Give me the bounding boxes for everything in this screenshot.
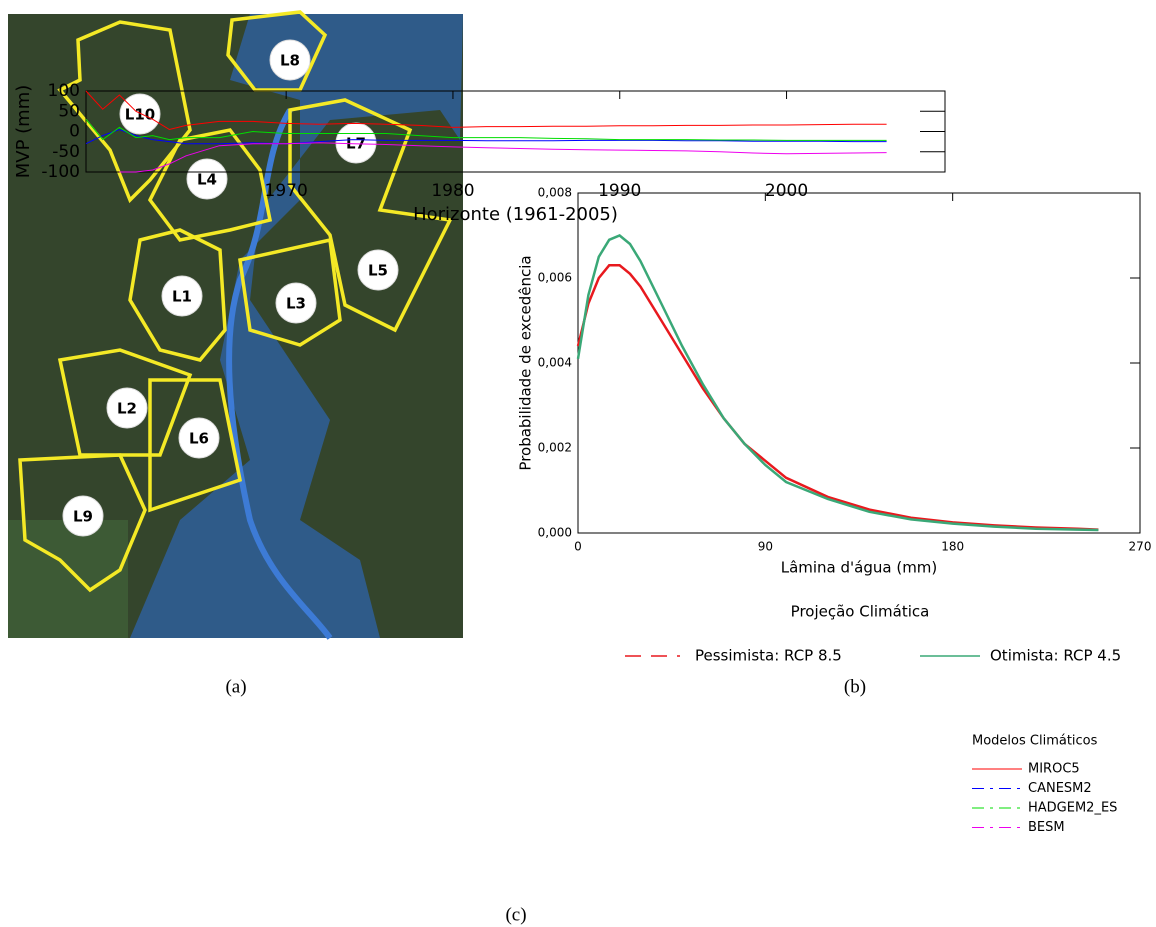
y-tick-label: 0,002 bbox=[538, 441, 572, 455]
caption: (a) bbox=[225, 676, 246, 697]
x-tick-label: 1970 bbox=[265, 181, 308, 201]
caption: (c) bbox=[505, 904, 526, 925]
y-axis-label: Probabilidade de excedência bbox=[517, 255, 535, 470]
zone-label: L3 bbox=[286, 295, 306, 313]
zone-marker bbox=[161, 275, 203, 317]
y-axis-label: MVP (mm) bbox=[13, 85, 34, 179]
x-tick-label: 180 bbox=[941, 540, 964, 554]
x-tick-label: 90 bbox=[758, 540, 773, 554]
x-axis-label: Horizonte (1961-2005) bbox=[413, 204, 618, 225]
y-tick-label: 100 bbox=[48, 81, 80, 101]
legend-label: Otimista: RCP 4.5 bbox=[990, 647, 1121, 665]
legend-label: CANESM2 bbox=[1028, 781, 1092, 796]
zone-label: L6 bbox=[189, 430, 209, 448]
zone-label: L10 bbox=[125, 106, 155, 124]
y-tick-label: 50 bbox=[58, 101, 80, 121]
zone-marker bbox=[178, 417, 220, 459]
zone-marker bbox=[269, 39, 311, 81]
legend-label: BESM bbox=[1028, 820, 1065, 835]
y-tick-label: 0,000 bbox=[538, 526, 572, 540]
data-line bbox=[85, 128, 887, 145]
zone-label: L1 bbox=[172, 288, 192, 306]
y-tick-label: -50 bbox=[52, 142, 80, 162]
data-line bbox=[576, 264, 1099, 531]
y-tick-label: 0,004 bbox=[538, 356, 572, 370]
x-tick-label: 0 bbox=[574, 540, 582, 554]
zone-borders bbox=[18, 10, 453, 593]
y-tick-label: -100 bbox=[41, 162, 80, 182]
zone-marker bbox=[275, 282, 317, 324]
zone-marker bbox=[119, 93, 161, 135]
y-tick-label: 0 bbox=[69, 122, 80, 142]
x-tick-label: 2000 bbox=[765, 181, 808, 201]
data-line bbox=[85, 90, 887, 131]
plot-frame bbox=[577, 192, 1141, 534]
legend-label: Pessimista: RCP 8.5 bbox=[695, 647, 842, 665]
data-line bbox=[119, 142, 887, 173]
zone-marker bbox=[62, 495, 104, 537]
caption: (b) bbox=[844, 676, 866, 697]
y-tick-label: 0,006 bbox=[538, 271, 572, 285]
zone-marker bbox=[357, 249, 399, 291]
flood-area bbox=[130, 14, 463, 638]
zone-marker bbox=[106, 387, 148, 429]
zone-marker bbox=[186, 158, 228, 200]
legend-label: HADGEM2_ES bbox=[1028, 801, 1117, 816]
legend-label: MIROC5 bbox=[1028, 762, 1080, 777]
zone-label: L9 bbox=[73, 508, 93, 526]
x-tick-label: 270 bbox=[1129, 540, 1152, 554]
data-line bbox=[85, 118, 887, 141]
data-line bbox=[576, 234, 1099, 532]
legend-title: Modelos Climáticos bbox=[972, 734, 1098, 749]
zone-label: L8 bbox=[280, 52, 300, 70]
x-tick-label: 1980 bbox=[431, 181, 474, 201]
zone-label: L5 bbox=[368, 262, 388, 280]
zone-label: L2 bbox=[117, 400, 137, 418]
zone-label: L4 bbox=[197, 171, 217, 189]
x-axis-label: Lâmina d'água (mm) bbox=[781, 559, 938, 577]
x-tick-label: 1990 bbox=[598, 181, 641, 201]
legend-title: Projeção Climática bbox=[791, 603, 930, 621]
y-tick-label: 0,008 bbox=[538, 186, 572, 200]
